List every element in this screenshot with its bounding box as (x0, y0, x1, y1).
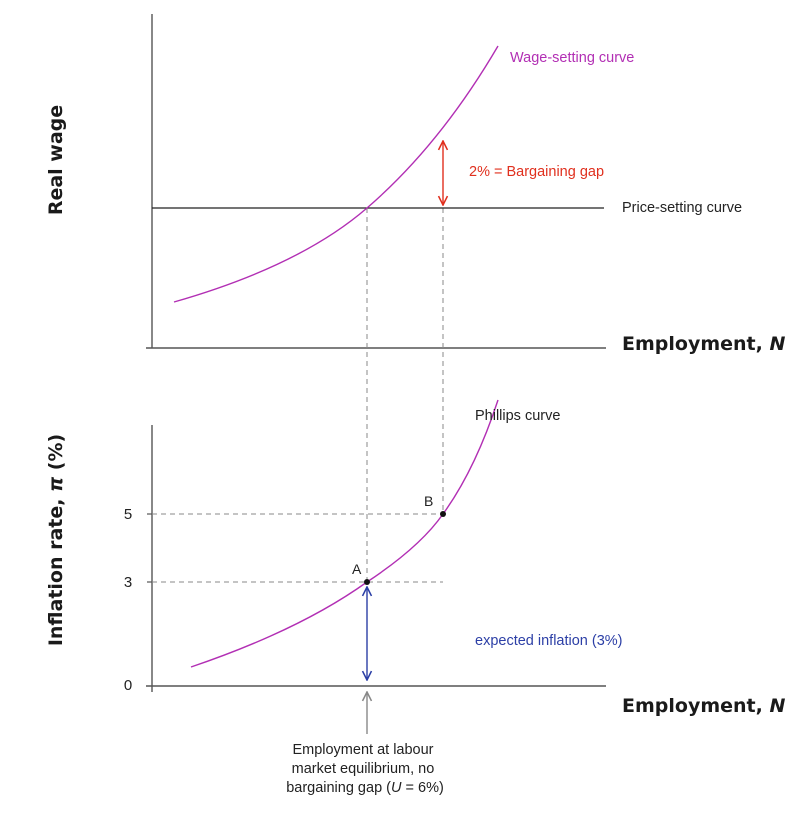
wage-setting-curve (173, 45, 499, 303)
phillips-curve-label: Phillips curve (475, 408, 560, 424)
bottom-x-axis-label: Employment, N (622, 695, 785, 717)
point-b-label: B (424, 493, 433, 509)
tick-label-3: 3 (124, 574, 132, 591)
point-b (440, 511, 446, 517)
equilibrium-note: Employment at labour market equilibrium,… (286, 742, 444, 796)
wage-setting-label: Wage-setting curve (510, 50, 634, 66)
expected-inflation-label: expected inflation (3%) (475, 633, 623, 649)
price-setting-label: Price-setting curve (622, 200, 742, 216)
tick-label-5: 5 (124, 506, 132, 523)
tick-label-0: 0 (124, 677, 132, 694)
phillips-curve (190, 399, 499, 668)
point-a (364, 579, 370, 585)
bottom-y-axis-label: Inflation rate, π (%) (45, 434, 67, 646)
bargaining-gap-label: 2% = Bargaining gap (469, 164, 604, 180)
point-a-label: A (352, 561, 362, 577)
top-y-axis-label: Real wage (45, 105, 67, 215)
top-panel: Real wage Employment, N Price-setting cu… (45, 14, 785, 582)
bottom-panel: Inflation rate, π (%) Employment, N 5 3 … (45, 399, 785, 796)
top-x-axis-label: Employment, N (622, 333, 785, 355)
